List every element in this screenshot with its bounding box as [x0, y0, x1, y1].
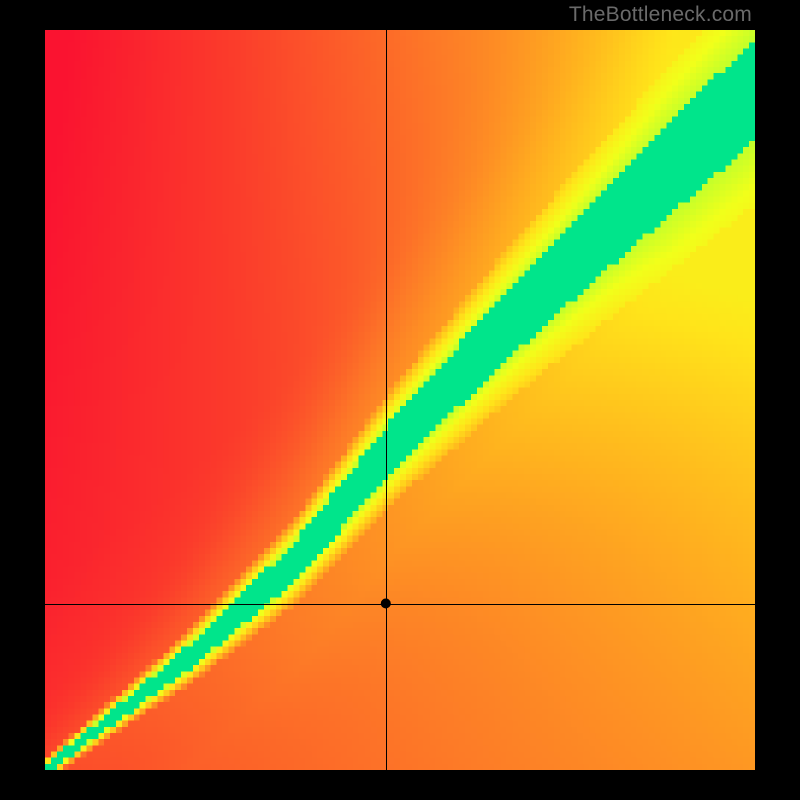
crosshair-overlay	[45, 30, 755, 770]
plot-area	[45, 30, 755, 770]
figure-container: TheBottleneck.com	[0, 0, 800, 800]
watermark-text: TheBottleneck.com	[569, 3, 752, 27]
